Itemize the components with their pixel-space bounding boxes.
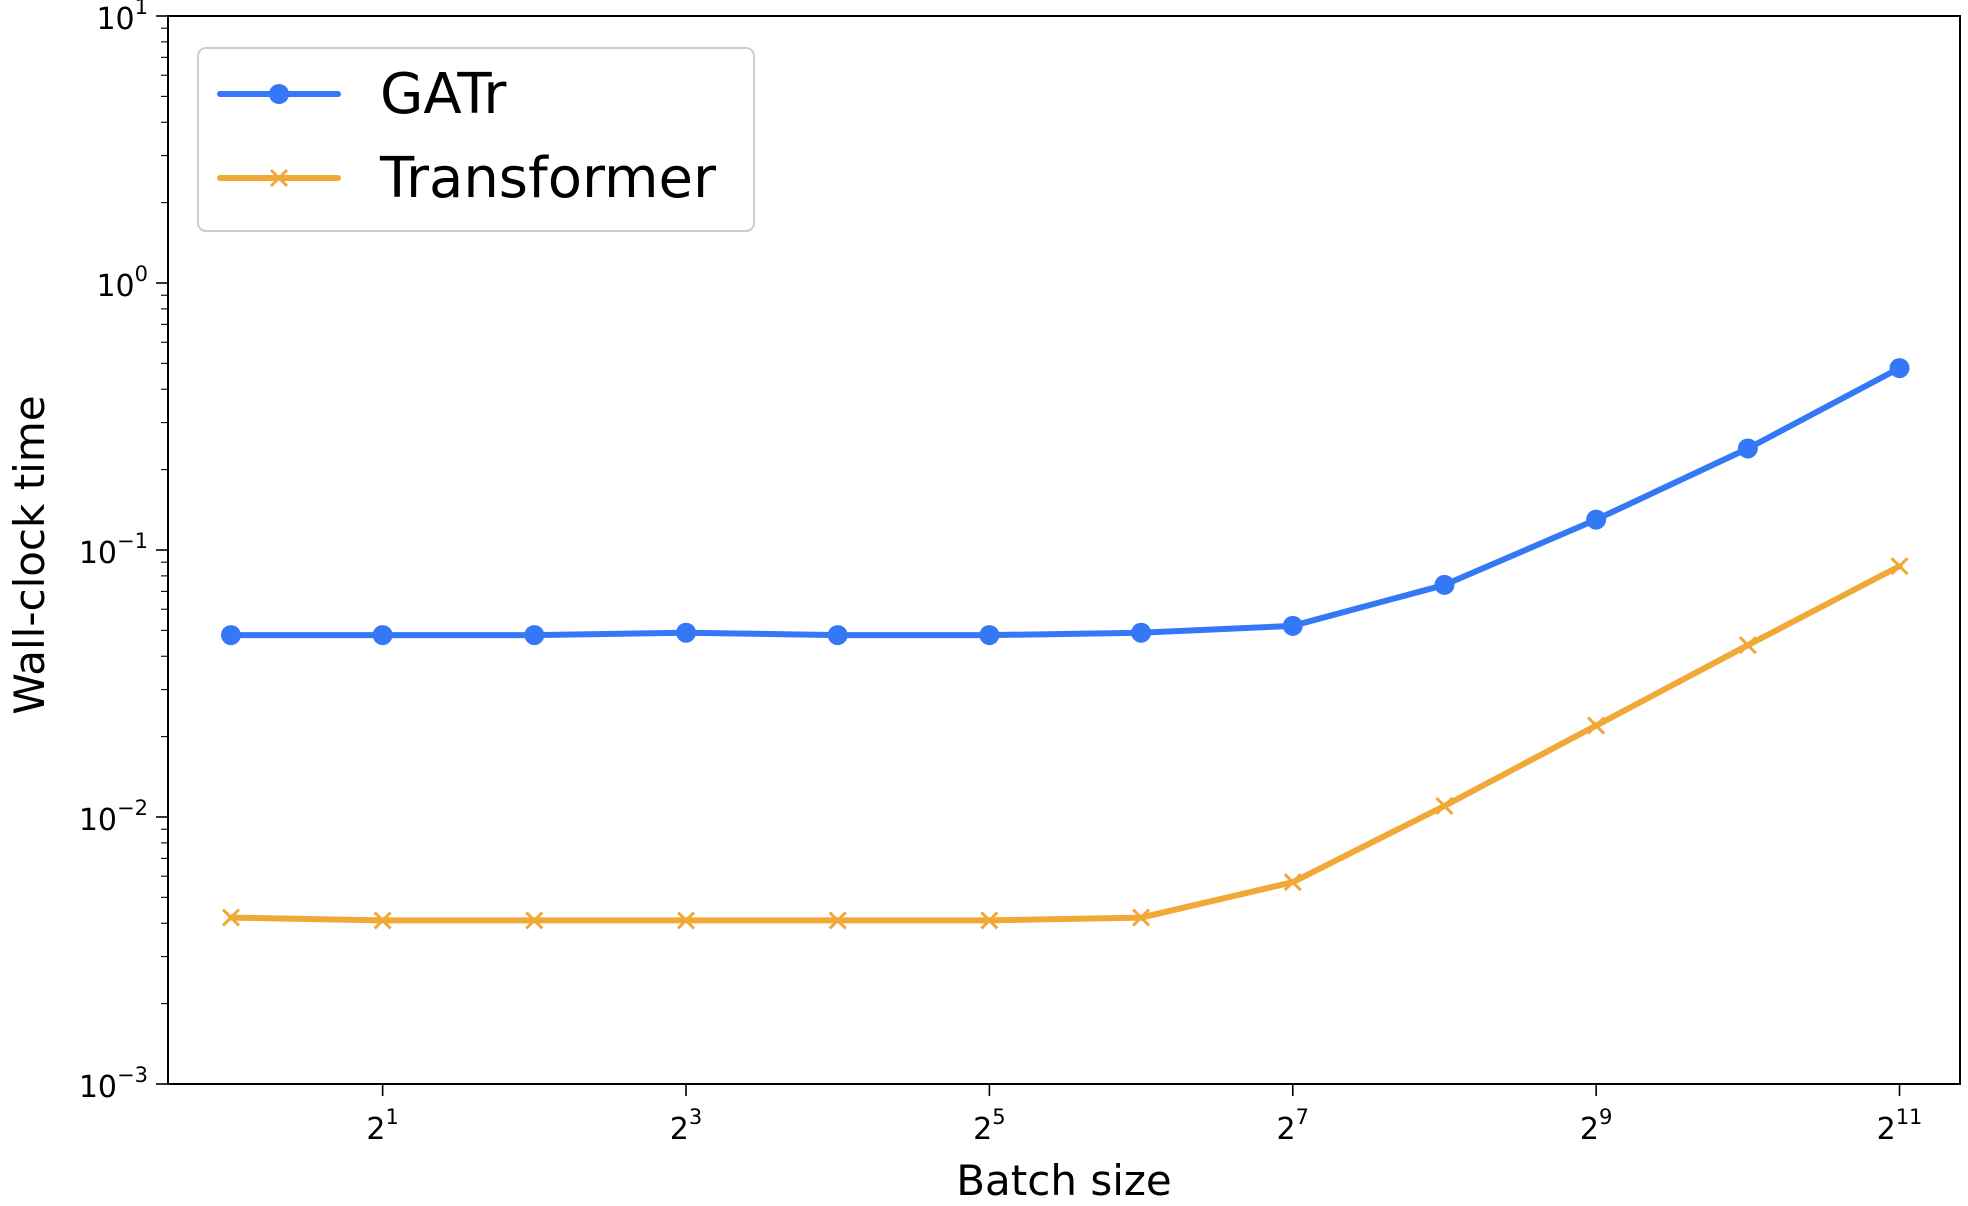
y-tick-label: 10−2 (79, 796, 148, 838)
y-tick-label: 10−3 (79, 1063, 148, 1105)
gatr-point (676, 622, 697, 643)
gatr-point (1434, 574, 1455, 595)
gatr-point (524, 625, 545, 646)
transformer-point (1132, 908, 1151, 927)
transformer-point (1283, 873, 1302, 892)
transformer-point (373, 911, 392, 930)
plot-frame (167, 15, 1961, 1085)
transformer-point (828, 911, 847, 930)
axes: 101 100 10−1 10−2 10−3 21 23 25 27 29 211 (79, 0, 1923, 1147)
y-tick-label: 101 (96, 0, 148, 37)
x-tick-label: 29 (1580, 1105, 1612, 1147)
x-axis-label: Batch size (956, 1156, 1172, 1202)
legend-swatch-marker (269, 168, 289, 188)
transformer-point (1890, 557, 1909, 576)
series-layer (220, 358, 1910, 930)
legend-entry-gatr: GATr (217, 62, 507, 127)
transformer-point (1738, 636, 1757, 655)
gatr-point (1282, 615, 1303, 636)
transformer-point (980, 911, 999, 930)
legend-label: GATr (380, 62, 507, 127)
transformer-point (221, 908, 241, 927)
legend-swatch-marker (269, 84, 289, 104)
x-tick-label: 23 (670, 1105, 702, 1147)
gatr-point (220, 625, 241, 646)
gatr-point (979, 625, 1000, 646)
gatr-series (220, 358, 1910, 646)
x-tick-label: 211 (1877, 1105, 1923, 1147)
x-tick-label: 25 (973, 1105, 1005, 1147)
transformer-series (221, 557, 1909, 930)
gatr-point (1889, 358, 1910, 379)
legend-label: Transformer (379, 146, 717, 211)
x-tick-label: 21 (366, 1105, 398, 1147)
legend-entry-transformer: Transformer (217, 146, 717, 211)
transformer-point (525, 911, 544, 930)
transformer-point (1435, 796, 1454, 816)
y-tick-label: 100 (96, 262, 148, 304)
y-tick-label: 10−1 (79, 529, 148, 571)
gatr-point (1737, 438, 1758, 459)
gatr-point (1586, 509, 1607, 530)
y-axis-label: Wall-clock time (5, 395, 54, 714)
transformer-point (1587, 716, 1606, 735)
transformer-point (676, 911, 696, 930)
x-tick-label: 27 (1277, 1105, 1309, 1147)
gatr-line (227, 365, 1903, 639)
transformer-line (227, 563, 1903, 924)
legend: GATr Transformer (197, 47, 755, 232)
gatr-point (827, 625, 848, 646)
gatr-point (372, 625, 393, 646)
gatr-point (1131, 622, 1152, 643)
